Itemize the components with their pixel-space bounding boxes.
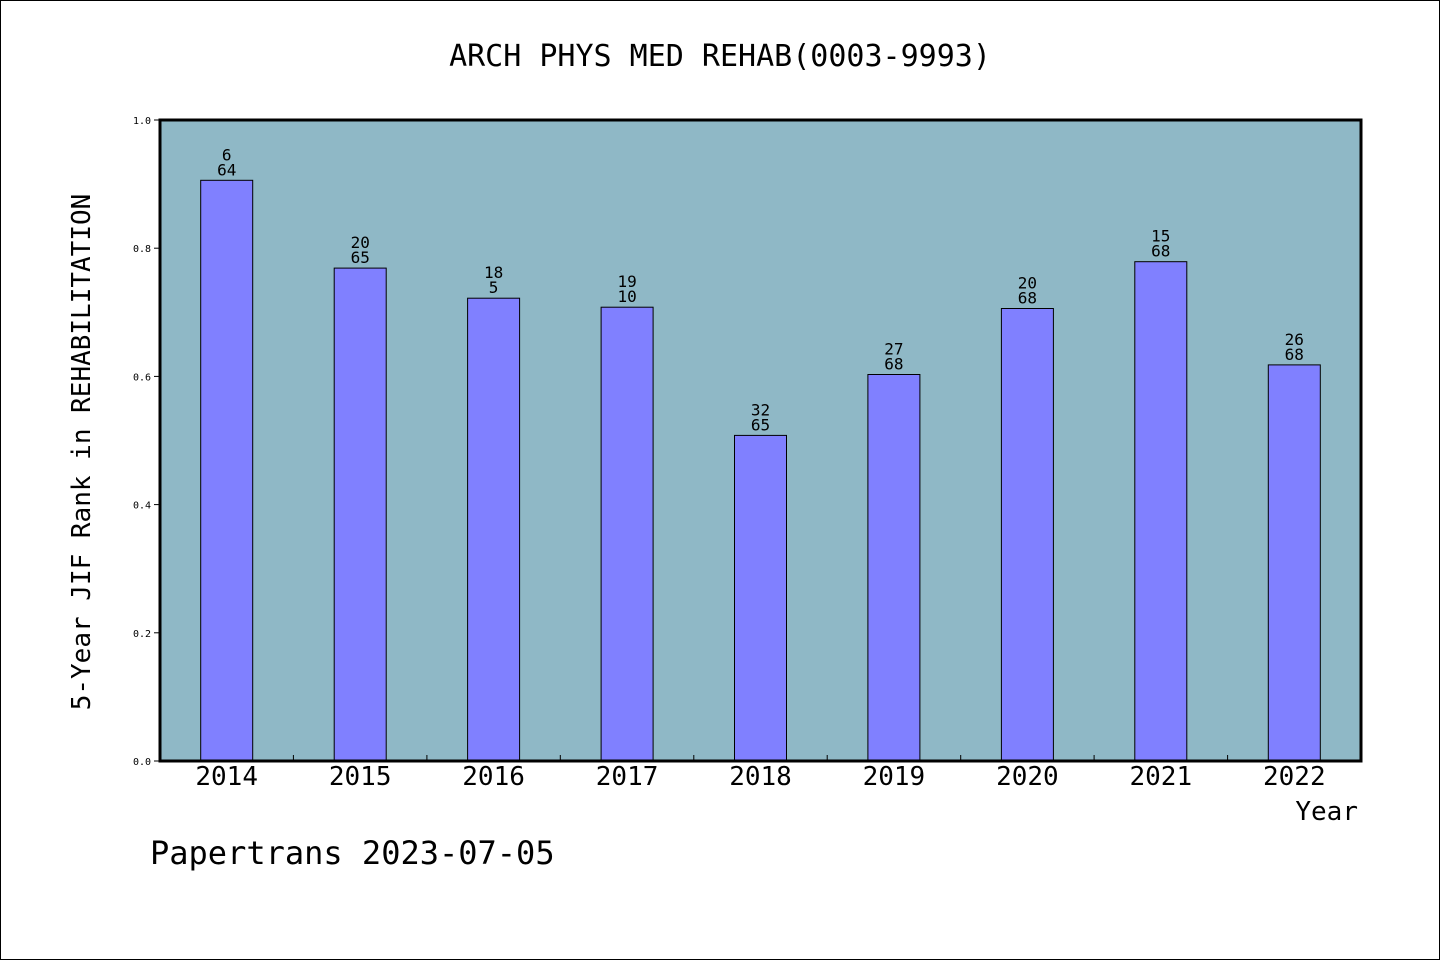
bar-label-bottom: 5 [489,278,499,297]
bar-label-top: 6 [222,145,232,164]
bar-label-bottom: 68 [1151,242,1170,261]
bar-2019 [867,374,921,762]
y-tick-label: 0.4 [133,501,151,512]
y-axis-ticks: 0.0 0.2 0.4 0.6 0.8 1.0 [133,116,160,768]
x-tick-label: 2014 [195,762,258,792]
bar-label-top: 19 [617,272,636,291]
bars-group [200,179,1321,762]
x-tick-label: 2016 [462,762,525,792]
bar-2017 [600,306,654,762]
x-tick-label: 2017 [596,762,659,792]
bar-label-bottom: 68 [884,355,903,374]
bar-2016 [467,297,521,762]
x-tick-label: 2020 [996,762,1059,792]
y-tick-label: 0.6 [133,372,151,383]
x-axis-ticks: 2014 2015 2016 2017 2018 2019 2020 2021 2022 [195,755,1326,792]
bar-label-bottom: 65 [351,248,370,267]
bar-2020 [1000,308,1054,762]
bar-label-top: 18 [484,263,503,282]
y-axis-label: 5-Year JIF Rank in REHABILITATION [67,194,97,711]
bar-2021 [1134,261,1188,762]
y-tick-label: 0.0 [133,757,151,768]
x-axis-label: Year [1295,797,1358,827]
x-tick-label: 2021 [1129,762,1192,792]
bar-label-bottom: 10 [617,287,636,306]
bar-label-bottom: 68 [1285,345,1304,364]
bar-2014 [200,179,254,762]
bar-2018 [734,434,787,762]
bar-label-top: 20 [351,233,370,252]
footer-text: Papertrans 2023-07-05 [150,834,555,872]
bar-label-top: 15 [1151,227,1170,246]
chart-title: ARCH PHYS MED REHAB(0003-9993) [449,39,991,74]
y-tick-label: 0.8 [133,244,151,255]
y-tick-label: 0.2 [133,629,151,640]
bar-2015 [333,267,387,762]
x-tick-label: 2018 [729,762,792,792]
bar-2022 [1267,364,1321,762]
bar-label-top: 27 [884,340,903,359]
y-tick-label: 1.0 [133,116,151,127]
bar-label-bottom: 68 [1018,289,1037,308]
bar-label-top: 32 [751,400,770,419]
bar-label-top: 26 [1285,330,1304,349]
plot-border [158,118,1363,763]
x-tick-label: 2019 [863,762,926,792]
bar-label-bottom: 64 [217,160,236,179]
x-tick-label: 2015 [329,762,392,792]
bar-label-top: 20 [1018,274,1037,293]
bar-label-bottom: 65 [751,415,770,434]
x-tick-label: 2022 [1263,762,1326,792]
